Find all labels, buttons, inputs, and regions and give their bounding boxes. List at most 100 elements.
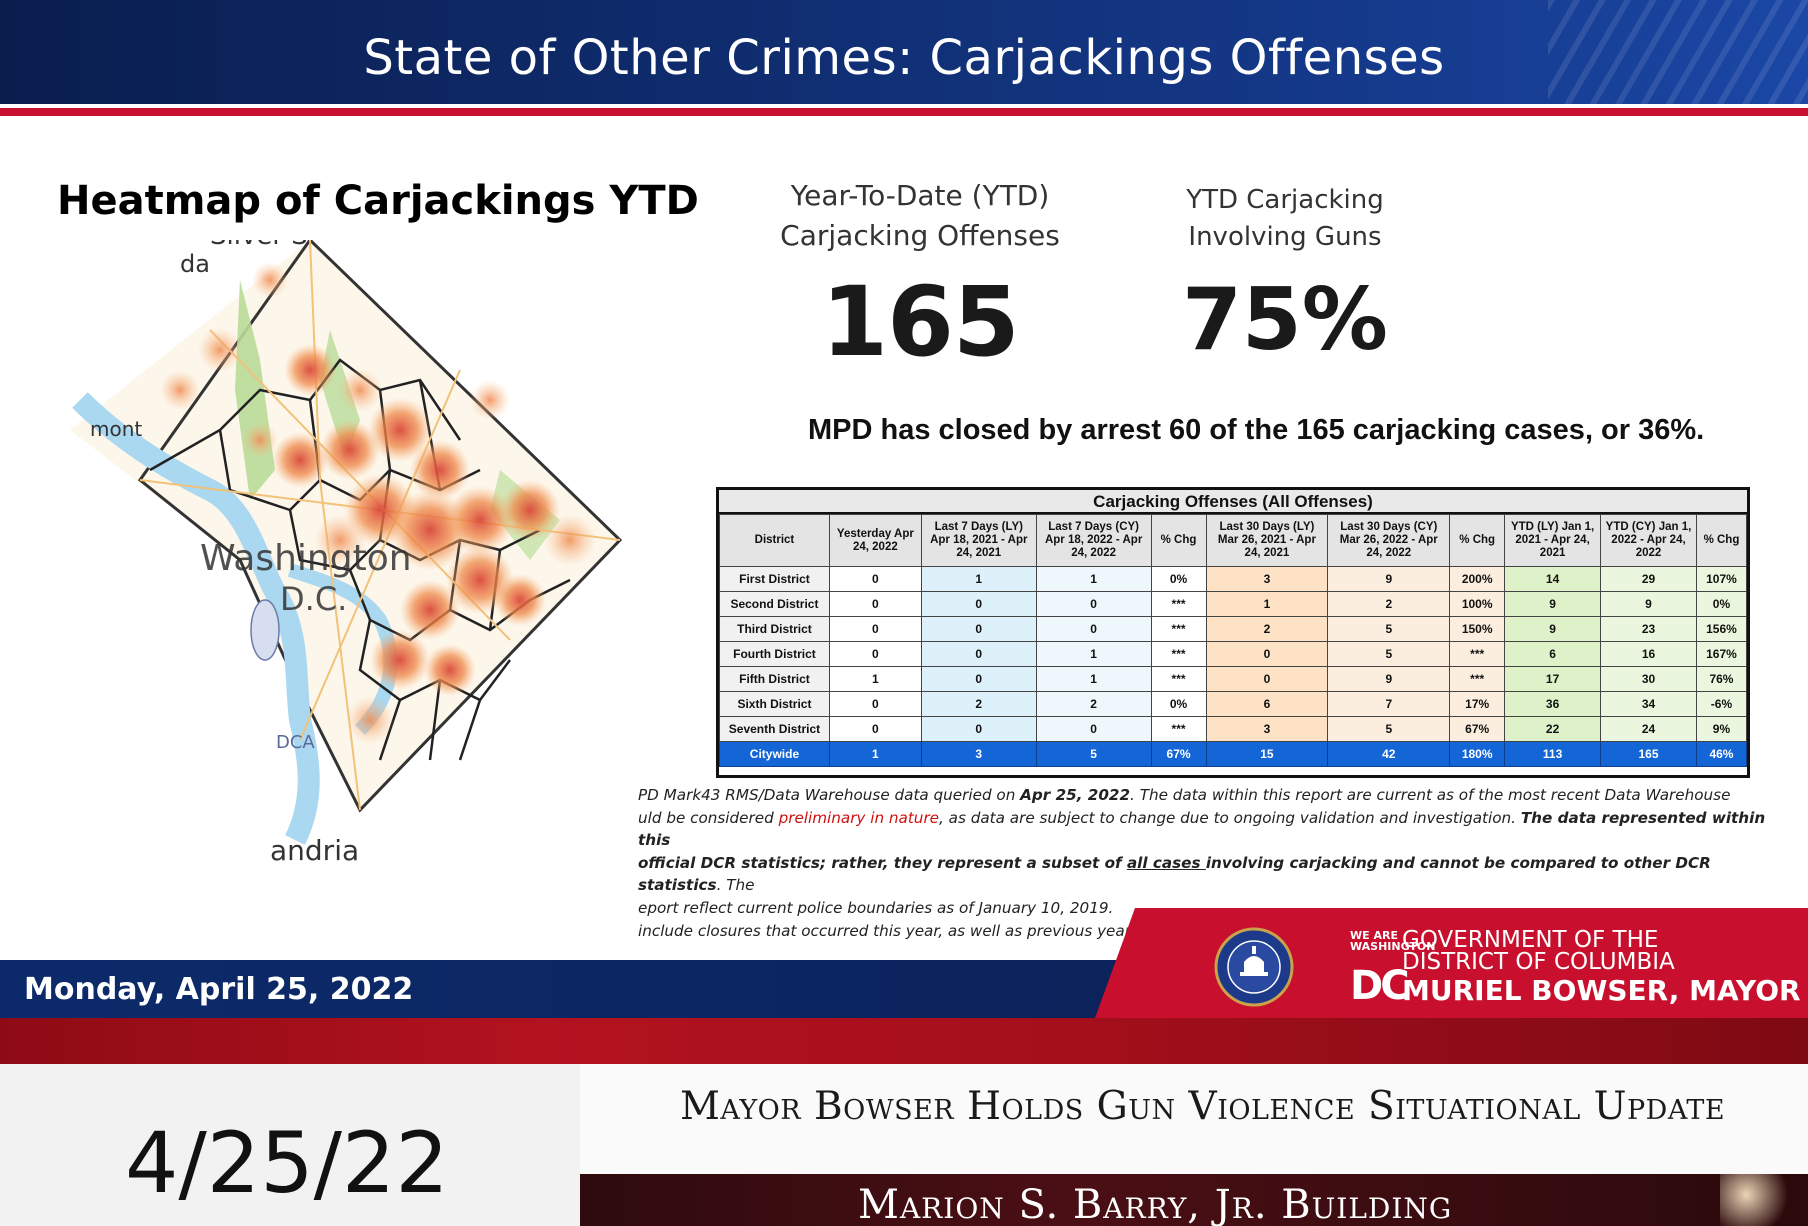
table-cell: Sixth District bbox=[719, 691, 830, 717]
footnote-text: PD Mark43 RMS/Data Warehouse data querie… bbox=[638, 786, 1021, 804]
table-cell: 165 bbox=[1600, 741, 1697, 767]
table-cell: *** bbox=[1150, 616, 1207, 642]
broadcast-date: 4/25/22 bbox=[125, 1114, 449, 1212]
column-header: Last 30 Days (CY) Mar 26, 2022 - Apr 24,… bbox=[1327, 514, 1451, 567]
table-cell: 76% bbox=[1695, 666, 1748, 692]
table-cell: 3 bbox=[1205, 716, 1329, 742]
column-header: District bbox=[719, 514, 830, 567]
stat-label: YTD Carjacking bbox=[1186, 185, 1384, 215]
table-cell: Fifth District bbox=[719, 666, 830, 692]
table-cell: *** bbox=[1150, 716, 1207, 742]
table-header-row: District Yesterday Apr 24, 2022 Last 7 D… bbox=[719, 514, 1748, 567]
lower-third-bar bbox=[0, 1018, 1808, 1064]
table-cell: 6 bbox=[1205, 691, 1329, 717]
table-cell: 0% bbox=[1150, 691, 1207, 717]
lower-third-headline-panel: Mayor Bowser Holds Gun Violence Situatio… bbox=[580, 1064, 1808, 1174]
table-cell: 0 bbox=[920, 641, 1037, 667]
table-cell: 1 bbox=[1035, 566, 1152, 592]
divider bbox=[0, 104, 1808, 108]
dc-logo-mark: DC bbox=[1350, 963, 1410, 1009]
table-cell: 167% bbox=[1695, 641, 1748, 667]
column-header: YTD (CY) Jan 1, 2022 - Apr 24, 2022 bbox=[1600, 514, 1697, 567]
table-cell: 0 bbox=[920, 591, 1037, 617]
dc-heatmap-svg: Silver S da mont Washington D.C. DCA and… bbox=[70, 221, 623, 867]
table-cell: 156% bbox=[1695, 616, 1748, 642]
river bbox=[72, 392, 320, 845]
citywide-row: Citywide 1 3 5 67% 15 42 180% 113 165 46… bbox=[719, 741, 1748, 767]
table-cell: 1 bbox=[1205, 591, 1329, 617]
table-cell: 17% bbox=[1449, 691, 1506, 717]
lower-third-location-panel: Marion S. Barry, Jr. Building bbox=[580, 1174, 1808, 1226]
table-cell: First District bbox=[719, 566, 830, 592]
date-band: Monday, April 25, 2022 bbox=[0, 960, 1200, 1018]
map-title: Heatmap of Carjackings YTD bbox=[57, 178, 699, 224]
table-cell: 200% bbox=[1449, 566, 1506, 592]
table-cell: 0 bbox=[920, 666, 1037, 692]
footnote-line: eport reflect current police boundaries … bbox=[638, 898, 1114, 917]
table-cell: 9 bbox=[1327, 566, 1451, 592]
table-cell: 9 bbox=[1504, 616, 1602, 642]
table-cell: 15 bbox=[1205, 741, 1329, 767]
table-cell: 46% bbox=[1695, 741, 1748, 767]
map-label: Washington bbox=[200, 538, 412, 579]
table-cell: 5 bbox=[1327, 641, 1451, 667]
column-header: % Chg bbox=[1150, 514, 1207, 567]
table-cell: 3 bbox=[920, 741, 1037, 767]
carjacking-table: Carjacking Offenses (All Offenses) Distr… bbox=[716, 487, 1750, 778]
table-cell: 23 bbox=[1600, 616, 1697, 642]
offenses-table: District Yesterday Apr 24, 2022 Last 7 D… bbox=[719, 514, 1748, 767]
column-header: % Chg bbox=[1449, 514, 1506, 567]
table-cell: 1 bbox=[828, 741, 922, 767]
table-cell: 5 bbox=[1327, 616, 1451, 642]
lens-glow bbox=[1720, 1174, 1808, 1226]
table-cell: 180% bbox=[1449, 741, 1506, 767]
column-header: YTD (LY) Jan 1, 2021 - Apr 24, 2021 bbox=[1504, 514, 1602, 567]
table-cell: 34 bbox=[1600, 691, 1697, 717]
footnote-line: include closures that occurred this year… bbox=[638, 921, 1144, 940]
column-header: % Chg bbox=[1695, 514, 1748, 567]
stat-label: Year-To-Date (YTD) bbox=[790, 179, 1050, 212]
we-are-washington-mark: WE ARE WASHINGTON bbox=[1350, 929, 1436, 953]
footnote-line: official DCR statistics; rather, they re… bbox=[638, 852, 1788, 897]
data-footnote: PD Mark43 RMS/Data Warehouse data querie… bbox=[638, 784, 1788, 942]
gov-line: DISTRICT OF COLUMBIA bbox=[1402, 949, 1675, 975]
map-label: da bbox=[180, 250, 210, 278]
table-cell: 0 bbox=[1205, 641, 1329, 667]
table-cell: 0 bbox=[828, 591, 922, 617]
title-banner: State of Other Crimes: Carjackings Offen… bbox=[0, 0, 1808, 108]
table-cell: 9 bbox=[1327, 666, 1451, 692]
table-cell: *** bbox=[1449, 666, 1506, 692]
table-cell: Third District bbox=[719, 616, 830, 642]
table-cell: 0% bbox=[1150, 566, 1207, 592]
heatmap: Silver S da mont Washington D.C. DCA and… bbox=[60, 221, 660, 920]
map-label: DCA bbox=[276, 732, 315, 753]
ytd-offenses-stat: Year-To-Date (YTD) Carjacking Offenses 1… bbox=[760, 176, 1080, 378]
table-row: Fourth District 0 0 1 *** 0 5 *** 6 16 1… bbox=[719, 641, 1748, 667]
divider bbox=[0, 108, 1808, 116]
table-cell: Fourth District bbox=[719, 641, 830, 667]
stat-value: 165 bbox=[821, 266, 1019, 378]
table-cell: 30 bbox=[1600, 666, 1697, 692]
footnote-text: . The data within this report are curren… bbox=[1130, 786, 1731, 804]
column-header: Last 30 Days (LY) Mar 26, 2021 - Apr 24,… bbox=[1205, 514, 1329, 567]
footnote-emphasis: preliminary in nature bbox=[778, 808, 940, 827]
table-cell: Citywide bbox=[719, 741, 830, 767]
column-header: Yesterday Apr 24, 2022 bbox=[828, 514, 922, 567]
table-cell: 100% bbox=[1449, 591, 1506, 617]
map-label: D.C. bbox=[280, 580, 347, 618]
table-cell: *** bbox=[1150, 641, 1207, 667]
table-title: Carjacking Offenses (All Offenses) bbox=[719, 490, 1747, 514]
footnote-line: uld be considered preliminary in nature,… bbox=[638, 807, 1788, 852]
footnote-text: all cases bbox=[1126, 853, 1206, 872]
table-cell: *** bbox=[1449, 641, 1506, 667]
airport bbox=[250, 599, 280, 661]
table-row: Second District 0 0 0 *** 1 2 100% 9 9 0… bbox=[719, 591, 1748, 617]
table-cell: 0 bbox=[920, 716, 1037, 742]
table-cell: Second District bbox=[719, 591, 830, 617]
gov-line: GOVERNMENT OF THE bbox=[1402, 927, 1659, 953]
table-cell: 2 bbox=[1205, 616, 1329, 642]
table-cell: -6% bbox=[1695, 691, 1748, 717]
table-cell: 2 bbox=[1035, 691, 1152, 717]
map-label: andria bbox=[270, 834, 359, 867]
table-cell: 67% bbox=[1150, 741, 1207, 767]
